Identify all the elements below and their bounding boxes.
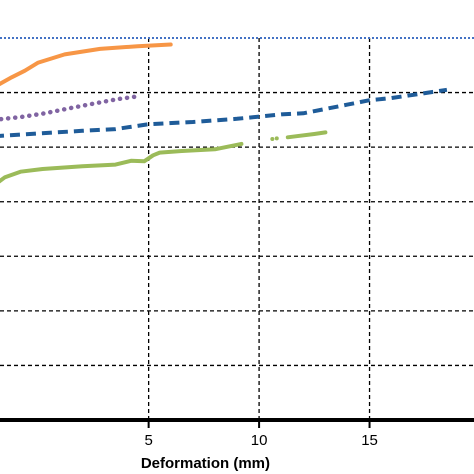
- series-3-dot-1-0: [274, 136, 279, 141]
- series-3-dot-0-0: [270, 136, 275, 141]
- x-ticks: 5 10 15: [144, 420, 378, 449]
- series-1-line: [0, 94, 140, 122]
- x-tick-label-5: 5: [144, 432, 152, 449]
- x-tick-label-15: 15: [361, 432, 378, 449]
- gridlines: [0, 37, 474, 420]
- series-layer: [0, 42, 448, 184]
- series-2-line: [0, 87, 448, 138]
- series-3-segment-1: [285, 130, 328, 140]
- x-tick-label-10: 10: [251, 432, 268, 449]
- x-axis-title: Deformation (mm): [141, 455, 270, 472]
- series-3-segment-0: [0, 141, 244, 184]
- series-0-line: [0, 42, 173, 87]
